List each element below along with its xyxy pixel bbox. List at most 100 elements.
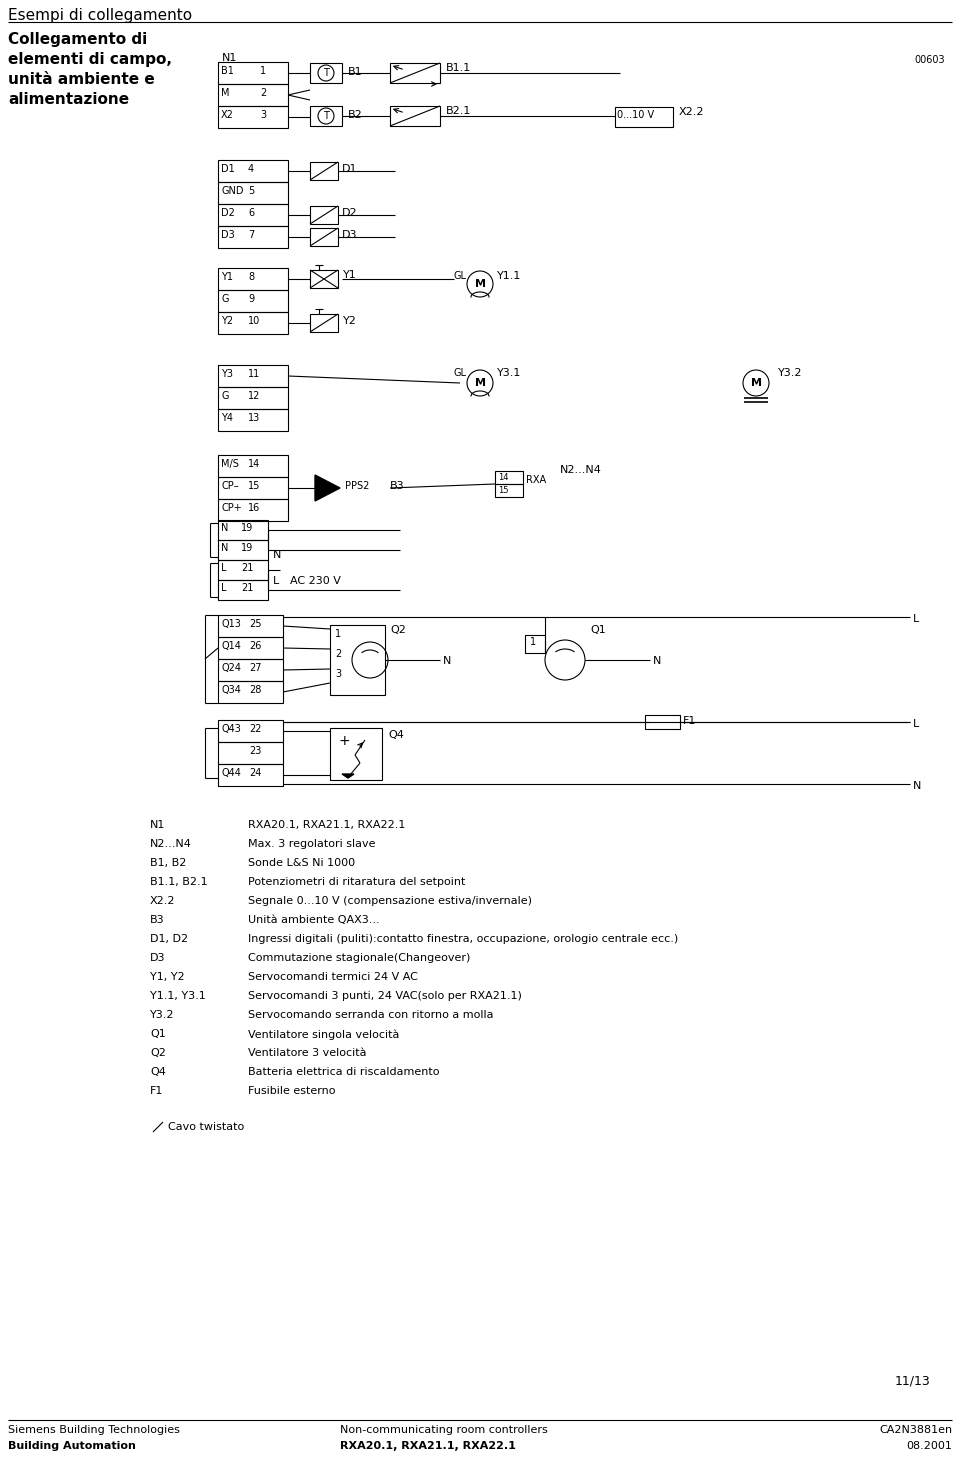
Bar [218, 680, 283, 703]
Text: Y3.1: Y3.1 [497, 368, 521, 379]
Text: Commutazione stagionale(Changeover): Commutazione stagionale(Changeover) [248, 952, 470, 963]
Text: 28: 28 [249, 685, 261, 695]
Text: Servocomandi termici 24 V AC: Servocomandi termici 24 V AC [248, 972, 418, 982]
Text: 12: 12 [248, 390, 260, 401]
Text: Y1.1: Y1.1 [497, 271, 521, 281]
Text: 6: 6 [248, 209, 254, 217]
Text: M: M [221, 87, 229, 98]
Text: Servocomando serranda con ritorno a molla: Servocomando serranda con ritorno a moll… [248, 1010, 493, 1021]
Bar [218, 387, 288, 410]
Text: B1: B1 [348, 67, 363, 77]
Text: 4: 4 [248, 164, 254, 175]
Text: 25: 25 [249, 620, 261, 629]
Text: B1.1, B2.1: B1.1, B2.1 [150, 877, 207, 887]
Text: Q44: Q44 [221, 768, 241, 778]
Text: Y1.1, Y3.1: Y1.1, Y3.1 [150, 991, 205, 1001]
Text: D2: D2 [342, 209, 358, 217]
Text: M/S: M/S [221, 458, 239, 469]
Bar [218, 540, 268, 561]
Text: 13: 13 [248, 413, 260, 423]
Text: Y2: Y2 [221, 317, 233, 325]
Bar [218, 160, 288, 182]
Bar [310, 206, 338, 223]
Text: 14: 14 [248, 458, 260, 469]
Text: PPS2: PPS2 [345, 481, 370, 491]
Text: Collegamento di: Collegamento di [8, 33, 147, 47]
Bar [218, 62, 288, 84]
Text: Y4: Y4 [221, 413, 233, 423]
Bar [330, 728, 382, 779]
Bar [390, 64, 440, 83]
Text: N: N [443, 657, 451, 666]
Bar [218, 478, 288, 498]
Text: L: L [273, 575, 279, 586]
Bar [645, 714, 680, 729]
Bar [218, 561, 268, 580]
Text: GND: GND [221, 186, 244, 197]
Bar [218, 182, 288, 204]
Text: elementi di campo,: elementi di campo, [8, 52, 172, 67]
Text: GL: GL [454, 368, 467, 379]
Text: Q4: Q4 [388, 731, 404, 740]
Text: N: N [221, 524, 228, 532]
Bar [218, 742, 283, 765]
Text: 5: 5 [248, 186, 254, 197]
Text: N: N [913, 781, 922, 791]
Bar [218, 765, 283, 785]
Text: 08.2001: 08.2001 [906, 1441, 952, 1451]
Text: Servocomandi 3 punti, 24 VAC(solo per RXA21.1): Servocomandi 3 punti, 24 VAC(solo per RX… [248, 991, 522, 1001]
Text: GL: GL [454, 271, 467, 281]
Text: D1: D1 [221, 164, 235, 175]
Bar [218, 268, 288, 290]
Bar [218, 498, 288, 521]
Text: N1: N1 [150, 819, 165, 830]
Text: B1.1: B1.1 [446, 64, 471, 72]
Text: B3: B3 [150, 916, 164, 924]
Bar [218, 456, 288, 478]
Text: Q1: Q1 [590, 626, 606, 634]
Bar [218, 204, 288, 226]
Text: Q13: Q13 [221, 620, 241, 629]
Text: T: T [324, 111, 329, 121]
Bar [218, 365, 288, 387]
Text: 21: 21 [241, 583, 253, 593]
Text: B1: B1 [221, 67, 234, 75]
Text: 1: 1 [335, 629, 341, 639]
Text: Q1: Q1 [150, 1029, 166, 1040]
Bar [310, 228, 338, 246]
Text: Non-communicating room controllers: Non-communicating room controllers [340, 1424, 548, 1435]
Bar [310, 271, 338, 288]
Text: 11: 11 [248, 368, 260, 379]
Text: RXA20.1, RXA21.1, RXA22.1: RXA20.1, RXA21.1, RXA22.1 [248, 819, 405, 830]
Text: 14: 14 [498, 473, 509, 482]
Bar [218, 290, 288, 312]
Text: X2.2: X2.2 [679, 106, 705, 117]
Text: 10: 10 [248, 317, 260, 325]
Bar [310, 163, 338, 180]
Text: Unità ambiente QAX3...: Unità ambiente QAX3... [248, 916, 379, 924]
Text: N2...N4: N2...N4 [150, 839, 192, 849]
Bar [218, 312, 288, 334]
Text: 3: 3 [335, 669, 341, 679]
Text: M: M [474, 379, 486, 387]
Text: 2: 2 [260, 87, 266, 98]
Text: B2.1: B2.1 [446, 106, 471, 115]
Text: 1: 1 [260, 67, 266, 75]
Bar [615, 106, 673, 127]
Text: L: L [221, 563, 227, 572]
Text: +: + [338, 734, 349, 748]
Text: D1: D1 [342, 164, 357, 175]
Text: 00603: 00603 [914, 55, 945, 65]
Text: Siemens Building Technologies: Siemens Building Technologies [8, 1424, 180, 1435]
Bar [310, 314, 338, 331]
Text: 7: 7 [248, 231, 254, 240]
Text: L: L [221, 583, 227, 593]
Text: 9: 9 [248, 294, 254, 305]
Text: Q34: Q34 [221, 685, 241, 695]
Text: D1, D2: D1, D2 [150, 935, 188, 944]
Text: N: N [653, 657, 661, 666]
Text: G: G [221, 390, 228, 401]
Text: RXA20.1, RXA21.1, RXA22.1: RXA20.1, RXA21.1, RXA22.1 [340, 1441, 516, 1451]
Text: Y3.2: Y3.2 [778, 368, 803, 379]
Text: Q2: Q2 [150, 1049, 166, 1057]
